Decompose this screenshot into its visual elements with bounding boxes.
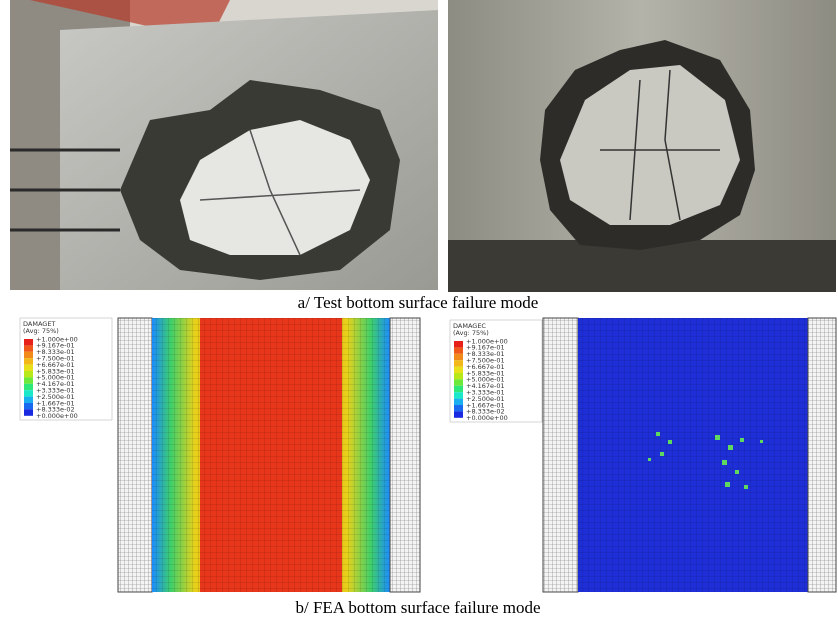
legend-swatch bbox=[24, 384, 33, 390]
legend-subtitle: (Avg: 75%) bbox=[23, 327, 59, 335]
legend-swatch bbox=[454, 399, 463, 405]
legend-swatch bbox=[24, 352, 33, 358]
legend-swatch bbox=[24, 365, 33, 371]
legend-swatch bbox=[454, 405, 463, 411]
legend-swatch bbox=[454, 379, 463, 385]
legend-swatch bbox=[454, 411, 463, 417]
legend-swatch bbox=[454, 341, 463, 347]
legend-swatch bbox=[24, 371, 33, 377]
figure: a/ Test bottom surface failure mode b/ F… bbox=[0, 0, 838, 622]
legend-swatch bbox=[24, 345, 33, 351]
legend-swatch bbox=[24, 377, 33, 383]
fea-tension-plot bbox=[118, 318, 420, 592]
legend-swatch bbox=[454, 373, 463, 379]
legend-swatch bbox=[454, 347, 463, 353]
legend-swatch bbox=[24, 403, 33, 409]
legend-swatch bbox=[454, 367, 463, 373]
legend-swatch bbox=[454, 360, 463, 366]
legend-swatch bbox=[24, 390, 33, 396]
legend-subtitle: (Avg: 75%) bbox=[453, 329, 489, 337]
legend-label: +0.000e+00 bbox=[36, 412, 78, 420]
legend-swatch bbox=[24, 358, 33, 364]
test-photo-right bbox=[448, 0, 836, 292]
caption-b: b/ FEA bottom surface failure mode bbox=[295, 598, 540, 617]
legend-swatch bbox=[454, 386, 463, 392]
legend-swatch bbox=[24, 409, 33, 415]
test-photo-left bbox=[10, 0, 438, 290]
legend-swatch bbox=[454, 354, 463, 360]
legend-swatch bbox=[24, 339, 33, 345]
legend-swatch bbox=[454, 392, 463, 398]
caption-a: a/ Test bottom surface failure mode bbox=[298, 293, 539, 312]
legend-swatch bbox=[24, 397, 33, 403]
legend-label: +0.000e+00 bbox=[466, 414, 508, 422]
fea-compression-plot bbox=[543, 318, 836, 592]
